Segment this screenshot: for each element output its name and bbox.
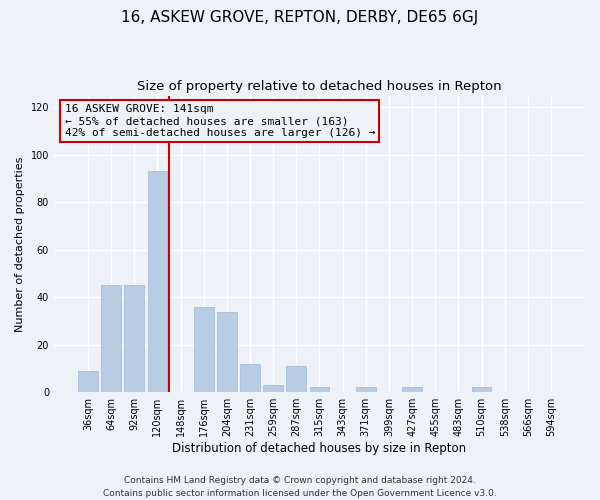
Y-axis label: Number of detached properties: Number of detached properties xyxy=(15,156,25,332)
Bar xyxy=(217,312,236,392)
Text: 16, ASKEW GROVE, REPTON, DERBY, DE65 6GJ: 16, ASKEW GROVE, REPTON, DERBY, DE65 6GJ xyxy=(121,10,479,25)
Text: Contains HM Land Registry data © Crown copyright and database right 2024.
Contai: Contains HM Land Registry data © Crown c… xyxy=(103,476,497,498)
Bar xyxy=(402,388,422,392)
X-axis label: Distribution of detached houses by size in Repton: Distribution of detached houses by size … xyxy=(172,442,467,455)
Bar xyxy=(124,286,144,392)
Bar xyxy=(310,388,329,392)
Bar xyxy=(286,366,306,392)
Title: Size of property relative to detached houses in Repton: Size of property relative to detached ho… xyxy=(137,80,502,93)
Bar xyxy=(78,371,98,392)
Bar xyxy=(194,307,214,392)
Bar xyxy=(356,388,376,392)
Bar xyxy=(472,388,491,392)
Bar xyxy=(263,385,283,392)
Bar xyxy=(101,286,121,392)
Bar xyxy=(240,364,260,392)
Text: 16 ASKEW GROVE: 141sqm
← 55% of detached houses are smaller (163)
42% of semi-de: 16 ASKEW GROVE: 141sqm ← 55% of detached… xyxy=(65,104,375,138)
Bar xyxy=(148,172,167,392)
